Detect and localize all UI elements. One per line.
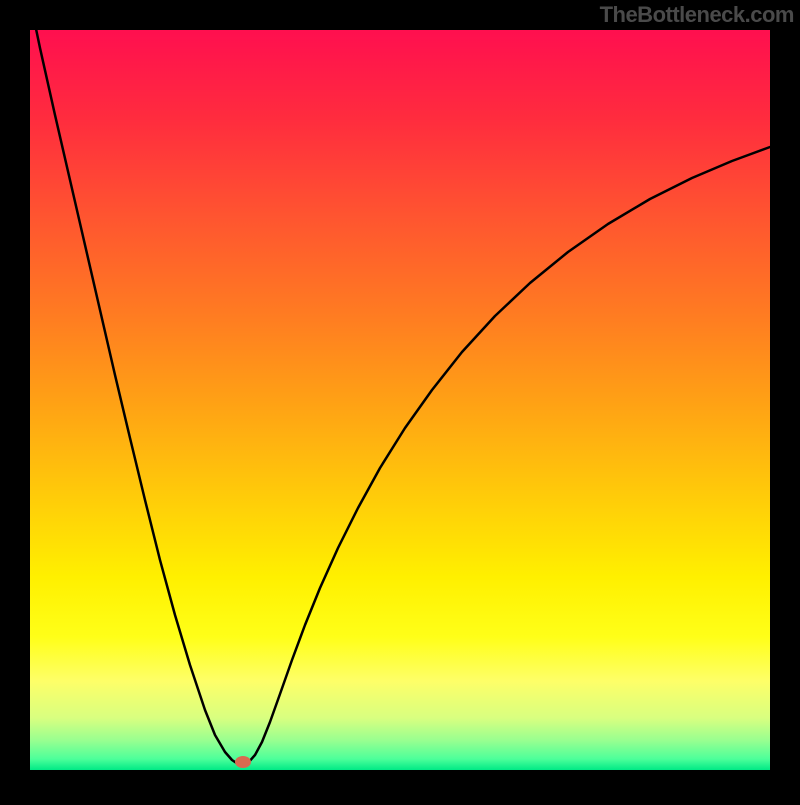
watermark-text: TheBottleneck.com	[600, 2, 794, 28]
plot-background	[30, 30, 770, 770]
chart-container: TheBottleneck.com	[0, 0, 800, 800]
optimal-point-marker	[235, 756, 251, 768]
bottleneck-chart	[0, 0, 800, 800]
